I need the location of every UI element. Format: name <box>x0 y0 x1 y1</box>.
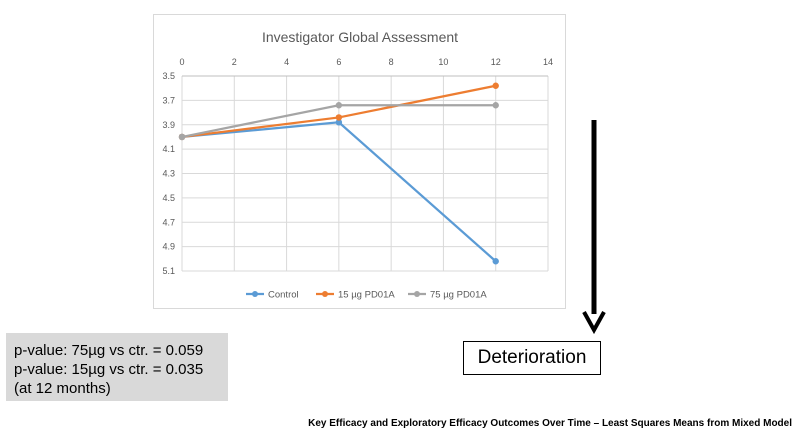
x-tick-label: 12 <box>491 57 501 67</box>
data-point <box>335 114 343 121</box>
legend-marker <box>252 291 258 297</box>
x-tick-label: 10 <box>438 57 448 67</box>
chart-panel: Investigator Global Assessment 3.5 3.7 3.9… <box>153 14 566 309</box>
p-value-15ug: p-value: 15µg vs ctr. = 0.035 <box>14 361 204 378</box>
data-point <box>492 258 499 265</box>
data-point <box>335 102 343 109</box>
y-tick-label: 3.9 <box>162 120 175 130</box>
y-tick-label: 4.1 <box>162 144 175 154</box>
y-tick-label: 3.7 <box>162 95 175 105</box>
y-tick-label: 4.5 <box>162 193 175 203</box>
down-arrow-icon <box>582 120 606 335</box>
data-point <box>335 119 343 126</box>
legend-marker <box>414 291 420 297</box>
legend-label: Control <box>268 290 299 301</box>
y-tick-label: 4.9 <box>162 242 175 252</box>
y-tick-label: 4.3 <box>162 169 175 179</box>
y-tick-label: 4.7 <box>162 217 175 227</box>
deterioration-label: Deterioration <box>463 341 601 375</box>
p-value-timepoint: (at 12 months) <box>14 380 111 397</box>
p-value-box: p-value: 75µg vs ctr. = 0.059 p-value: 1… <box>6 333 228 401</box>
legend-label: 75 µg PD01A <box>430 290 487 301</box>
x-tick-label: 4 <box>284 57 289 67</box>
slide-caption: Key Efficacy and Exploratory Efficacy Ou… <box>308 418 792 429</box>
x-tick-label: 8 <box>389 57 394 67</box>
legend-marker <box>322 291 328 297</box>
chart-title: Investigator Global Assessment <box>262 29 458 45</box>
x-tick-label: 14 <box>543 57 553 67</box>
y-tick-label: 3.5 <box>162 71 175 81</box>
x-tick-label: 0 <box>179 57 184 67</box>
y-tick-label: 5.1 <box>162 266 175 276</box>
legend-label: 15 µg PD01A <box>338 290 395 301</box>
x-tick-label: 6 <box>336 57 341 67</box>
p-value-75ug: p-value: 75µg vs ctr. = 0.059 <box>14 342 204 359</box>
line-chart: Investigator Global Assessment 3.5 3.7 3.9… <box>162 29 553 301</box>
data-point <box>178 133 186 141</box>
data-point <box>492 82 499 89</box>
data-point <box>492 102 499 109</box>
x-tick-label: 2 <box>232 57 237 67</box>
